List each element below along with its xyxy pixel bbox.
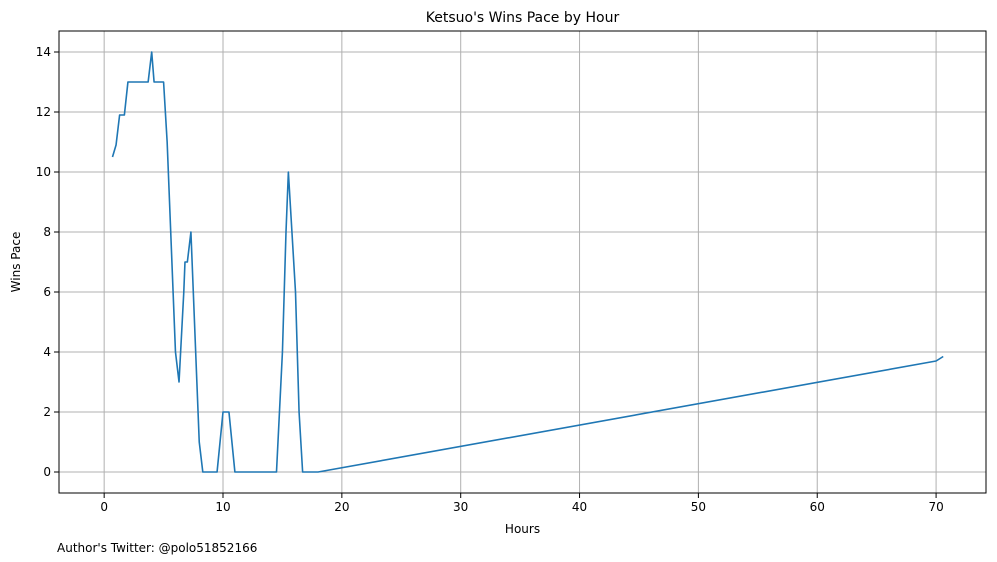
x-tick-label: 60 [810,500,825,514]
y-tick-label: 10 [36,165,51,179]
y-tick-label: 14 [36,45,51,59]
x-tick-label: 0 [100,500,108,514]
x-tick-label: 70 [928,500,943,514]
x-tick-label: 10 [215,500,230,514]
y-axis-label: Wins Pace [9,232,23,293]
grid [59,31,986,493]
y-ticks: 0 2 4 6 8 10 12 14 [36,45,59,479]
y-tick-label: 2 [43,405,51,419]
author-credit: Author's Twitter: @polo51852166 [57,541,257,555]
x-tick-label: 50 [691,500,706,514]
plot-frame [58,30,987,494]
x-ticks: 0 10 20 30 40 50 60 70 [100,493,944,514]
x-tick-label: 20 [334,500,349,514]
y-tick-label: 8 [43,225,51,239]
x-tick-label: 40 [572,500,587,514]
chart-title: Ketsuo's Wins Pace by Hour [426,10,620,26]
x-tick-label: 30 [453,500,468,514]
y-tick-label: 12 [36,105,51,119]
series-layer [111,51,944,473]
y-tick-label: 6 [43,285,51,299]
series-line [111,51,944,473]
x-axis-label: Hours [505,522,540,536]
y-tick-label: 4 [43,345,51,359]
y-tick-label: 0 [43,465,51,479]
